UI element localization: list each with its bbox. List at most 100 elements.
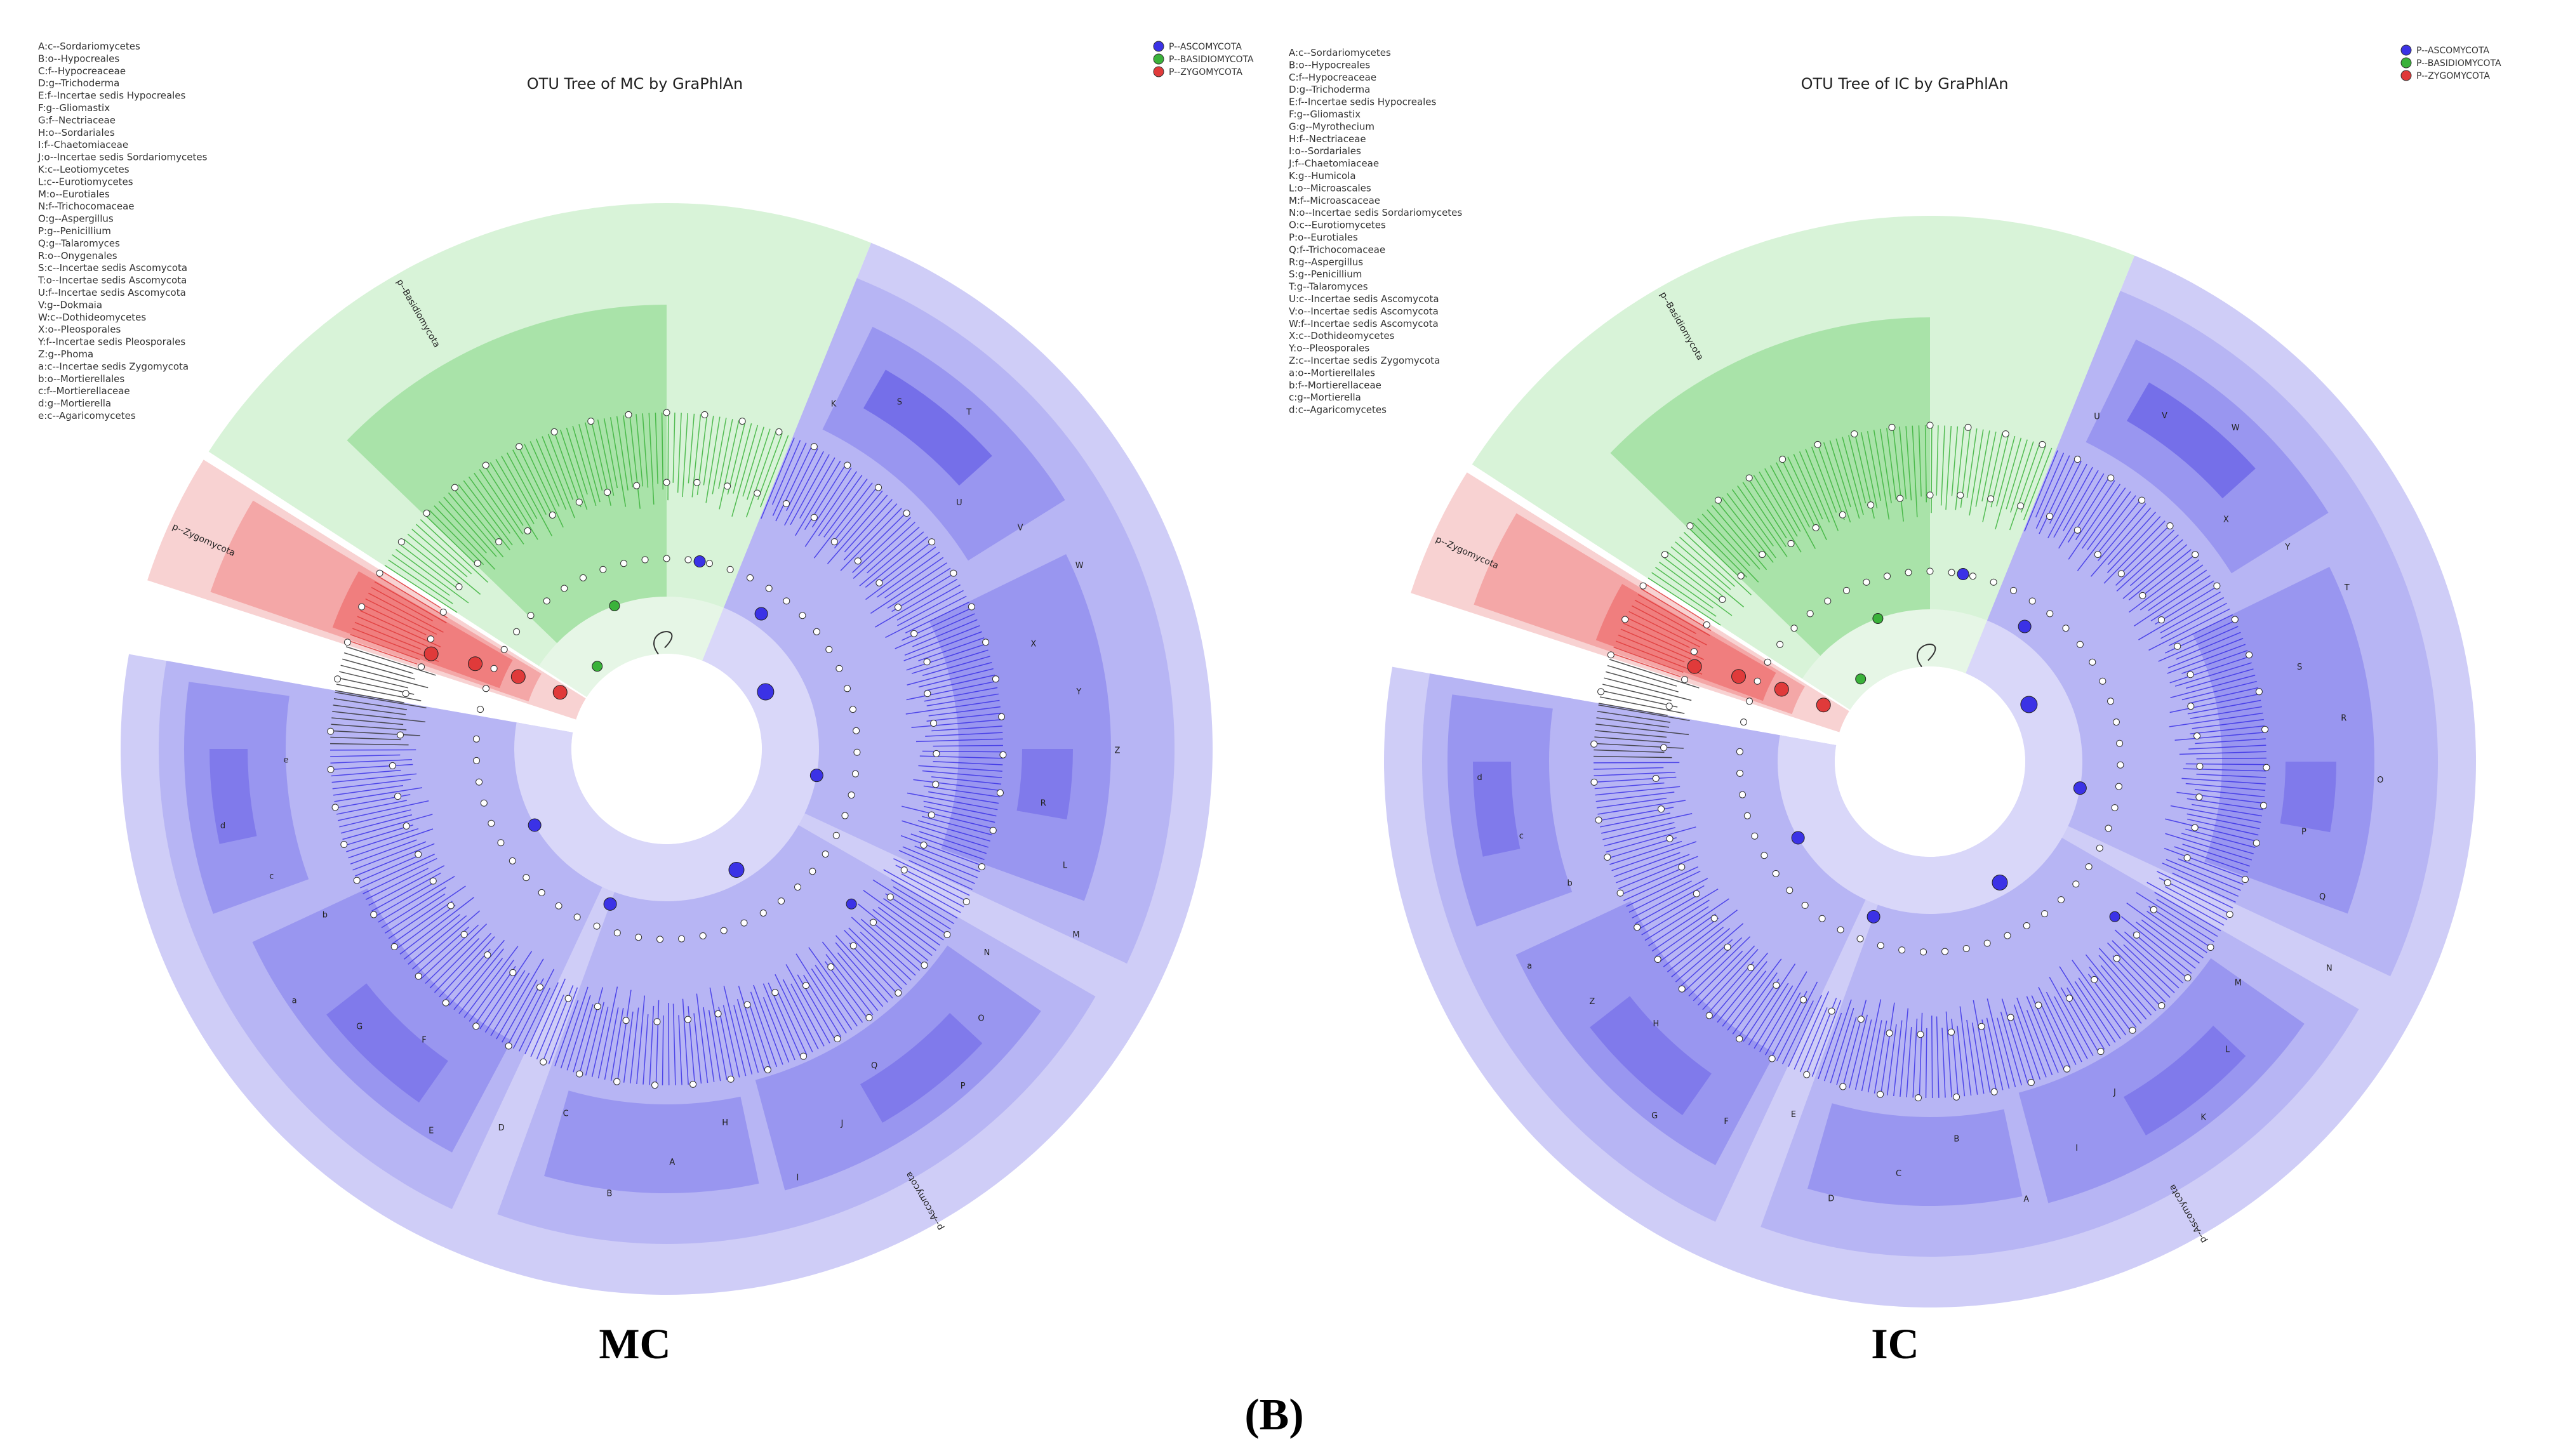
clade-key-item: K:g--Humicola	[1289, 170, 1356, 182]
clade-key-item: H:f--Nectriaceae	[1289, 133, 1366, 145]
clade-letter: K	[831, 400, 837, 409]
clade-letter: J	[2113, 1088, 2116, 1097]
clade-letter: R	[2341, 713, 2346, 723]
clade-band	[210, 749, 257, 844]
clade-letter: T	[966, 407, 971, 417]
clade-key-item: J:o--Incertae sedis Sordariomycetes	[37, 152, 208, 163]
clade-key-item: W:c--Dothideomycetes	[38, 312, 146, 323]
clade-letters: K S T U V W X Y Z R L M N O P Q J I H A B C D E F Ga b c d e	[220, 397, 1121, 1198]
clade-key-item: B:o--Hypocreales	[1289, 59, 1370, 70]
clade-letter: b	[323, 910, 328, 920]
clade-key-item: V:g--Dokmaia	[38, 299, 102, 310]
legend-swatch	[1153, 53, 1164, 65]
clade-letter: G	[356, 1023, 363, 1032]
tree-root	[653, 631, 673, 655]
clade-key-item: D:g--Trichoderma	[38, 77, 119, 89]
clade-letter: L	[2225, 1045, 2230, 1055]
clade-letter: M	[2235, 979, 2242, 988]
clade-letters: U V W X Y T S R O P Q N M L K J I A B C D E F G H Za b c d	[1477, 411, 2383, 1204]
clade-letter: b	[1567, 878, 1573, 888]
legend-label: P--ASCOMYCOTA	[2416, 46, 2489, 56]
clade-letter: O	[978, 1014, 984, 1023]
clade-letter: Y	[1075, 687, 1081, 697]
clade-letter: d	[1477, 773, 1482, 783]
clade-key-item: O:c--Eurotiomycetes	[1289, 220, 1386, 231]
clade-band	[1807, 1103, 2023, 1207]
legend-swatch	[2400, 57, 2412, 69]
clade-band	[1610, 317, 1930, 661]
clade-letter: W	[2232, 423, 2240, 433]
clade-key-item: Z:c--Incertae sedis Zygomycota	[1289, 355, 1440, 366]
clade-letter: S	[2297, 663, 2302, 672]
clade-key-item: Y:f--Incertae sedis Pleosporales	[37, 336, 185, 348]
clade-letter: F	[1724, 1117, 1728, 1127]
clade-letter: I	[797, 1173, 799, 1182]
panel-title: OTU Tree of MC by GraPhlAn	[527, 75, 743, 93]
clade-key-item: K:c--Leotiomycetes	[38, 164, 130, 175]
tree-center	[571, 654, 762, 844]
clade-letter: H	[722, 1118, 728, 1128]
legend-swatch	[1153, 66, 1164, 77]
legend-swatch	[1153, 41, 1164, 52]
phylum-legend: P--ASCOMYCOTA P--BASIDIOMYCOTA P--ZYGOMYCO…	[1153, 41, 1254, 77]
tree-nodes	[1590, 421, 2270, 1102]
legend-label: P--ASCOMYCOTA	[1169, 42, 1242, 52]
clade-band	[1473, 762, 1521, 857]
clade-key-item: c:f--Mortierellaceae	[38, 385, 130, 397]
clade-key-item: d:c--Agaricomycetes	[1289, 404, 1387, 416]
clade-band	[544, 1090, 759, 1194]
clade-letter: M	[1072, 930, 1079, 940]
clade-letter: d	[220, 821, 225, 831]
clade-band	[1595, 584, 1776, 701]
clade-letter: T	[2344, 583, 2350, 593]
clade-letter: Y	[2284, 543, 2290, 552]
clade-key-item: U:f--Incertae sedis Ascomycota	[38, 287, 186, 298]
clade-key-item: M:f--Microascaceae	[1289, 195, 1380, 206]
clade-key: A:c--SordariomycetesB:o--HypocrealesC:f-…	[1288, 47, 1462, 416]
clade-letter: X	[2223, 515, 2229, 524]
clade-key-item: F:g--Gliomastix	[1289, 109, 1361, 120]
tree-root	[1917, 644, 1936, 668]
inner-ring	[1802, 609, 1987, 710]
clade-band	[332, 571, 513, 689]
clade-letter: D	[1828, 1195, 1834, 1204]
clade-letter: c	[1519, 831, 1524, 841]
inner-ring	[1778, 620, 2083, 914]
clade-key-item: c:g--Mortierella	[1289, 392, 1361, 403]
clade-key-item: b:f--Mortierellaceae	[1289, 380, 1381, 391]
tree-branches	[1594, 425, 2266, 1098]
clade-key-item: M:o--Eurotiales	[38, 189, 110, 200]
legend-swatch	[2400, 70, 2412, 81]
clade-key-item: R:g--Aspergillus	[1289, 256, 1363, 268]
clade-key-item: N:f--Trichocomaceae	[38, 201, 135, 212]
clade-letter: L	[1063, 861, 1068, 871]
clade-letter: c	[269, 872, 274, 882]
clade-key: A:c--SordariomycetesB:o--HypocrealesC:f-…	[37, 41, 208, 421]
clade-key-item: E:f--Incertae sedis Hypocreales	[38, 90, 186, 102]
clade-letter: N	[984, 948, 990, 958]
clade-key-item: O:g--Aspergillus	[38, 213, 114, 225]
clade-key-item: N:o--Incertae sedis Sordariomycetes	[1289, 207, 1462, 218]
clade-key-item: I:o--Sordariales	[1289, 145, 1361, 157]
clade-key-item: G:g--Myrothecium	[1289, 121, 1374, 132]
tree-center	[1835, 666, 2025, 857]
clade-letter: C	[563, 1109, 569, 1119]
clade-band	[2124, 1026, 2246, 1135]
clade-letter: Q	[871, 1061, 877, 1071]
clade-key-item: W:f--Incertae sedis Ascomycota	[1289, 318, 1439, 329]
clade-key-item: L:c--Eurotiomycetes	[38, 176, 133, 187]
clade-letter: K	[2200, 1113, 2206, 1123]
clade-letter: V	[2162, 411, 2167, 421]
legend-label: P--BASIDIOMYCOTA	[1169, 55, 1254, 65]
clade-letter: W	[1075, 561, 1084, 571]
clade-key-item: Y:o--Pleosporales	[1288, 343, 1369, 354]
clade-letter: A	[669, 1158, 675, 1167]
clade-letter: Z	[1115, 746, 1121, 755]
clade-key-item: S:c--Incertae sedis Ascomycota	[38, 262, 187, 274]
clade-letter: X	[1030, 640, 1036, 649]
clade-letter: F	[422, 1036, 426, 1045]
clade-band	[347, 305, 667, 648]
legend-label: P--ZYGOMYCOTA	[1169, 67, 1242, 77]
clade-letter: E	[1791, 1110, 1796, 1120]
clade-key-item: D:g--Trichoderma	[1289, 84, 1370, 95]
